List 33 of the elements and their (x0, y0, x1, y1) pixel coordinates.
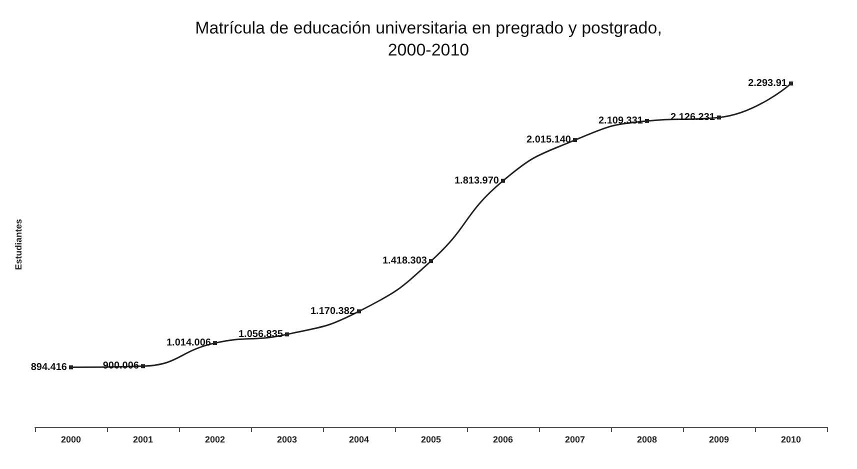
data-label: 1.170.382 (310, 306, 356, 317)
data-label: 1.418.303 (382, 256, 428, 267)
point (789, 82, 793, 86)
x-tick-label: 2004 (348, 434, 370, 444)
data-label: 894.416 (30, 362, 68, 373)
chart-title: Matrícula de educación universitaria en pregrado y postgrado, 2000-2010 (195, 18, 662, 60)
y-axis-title: Estudiantes (14, 218, 24, 270)
x-tick-label: 2010 (780, 434, 802, 444)
x-tick-label: 2003 (276, 434, 298, 444)
data-label: 2.015.140 (526, 134, 572, 146)
point (141, 364, 145, 368)
x-tick-label: 2000 (60, 434, 82, 444)
x-tick-label: 2005 (420, 434, 442, 444)
x-tick-label: 2006 (492, 434, 514, 444)
point (213, 341, 217, 346)
data-label: 2.109.331 (598, 115, 644, 126)
point (501, 178, 505, 183)
point (357, 309, 361, 314)
point (429, 259, 433, 264)
x-tick-label: 2007 (564, 434, 586, 444)
data-label: 2.293.91 (748, 78, 788, 90)
data-label: 1.056.835 (238, 328, 284, 340)
point (573, 138, 577, 142)
point (717, 116, 721, 120)
data-label: 1.813.970 (454, 175, 500, 186)
x-tick-label: 2009 (708, 434, 730, 444)
data-label: 1.014.006 (166, 338, 212, 349)
x-tick-label: 2001 (132, 434, 154, 444)
point (285, 332, 289, 336)
point (69, 365, 73, 370)
point (645, 118, 649, 123)
x-tick-label: 2002 (204, 434, 226, 444)
x-tick-label: 2008 (636, 434, 658, 444)
